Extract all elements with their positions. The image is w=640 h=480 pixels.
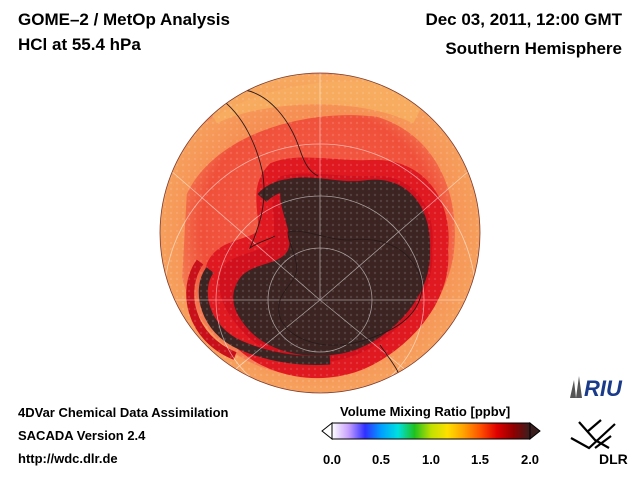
url-link[interactable]: http://wdc.dlr.de — [18, 451, 118, 466]
system-label: 4DVar Chemical Data Assimilation — [18, 405, 229, 420]
instrument-title: GOME–2 / MetOp Analysis — [18, 10, 230, 29]
colorbar-under-arrow — [321, 421, 333, 441]
colorbar-title: Volume Mixing Ratio [ppbv] — [340, 404, 511, 419]
globe-edge — [159, 72, 481, 394]
riu-logo-text: RIU — [584, 376, 623, 401]
species-title: HCl at 55.4 hPa — [18, 35, 141, 54]
version-label: SACADA Version 2.4 — [18, 428, 146, 443]
colorbar-tick: 2.0 — [520, 452, 540, 467]
riu-logo: RIU — [566, 372, 630, 407]
colorbar-over-arrow — [529, 421, 541, 441]
colorbar-tick: 0.5 — [371, 452, 391, 467]
colorbar-tick: 1.5 — [470, 452, 490, 467]
region-label: Southern Hemisphere — [445, 39, 622, 58]
datetime-label: Dec 03, 2011, 12:00 GMT — [425, 10, 622, 29]
dlr-logo-text: DLR — [599, 451, 628, 467]
colorbar-strip — [331, 422, 531, 440]
colorbar-tick: 1.0 — [421, 452, 441, 467]
colorbar-tick: 0.0 — [322, 452, 342, 467]
coastlines — [214, 89, 423, 386]
dlr-logo: DLR — [565, 418, 629, 473]
